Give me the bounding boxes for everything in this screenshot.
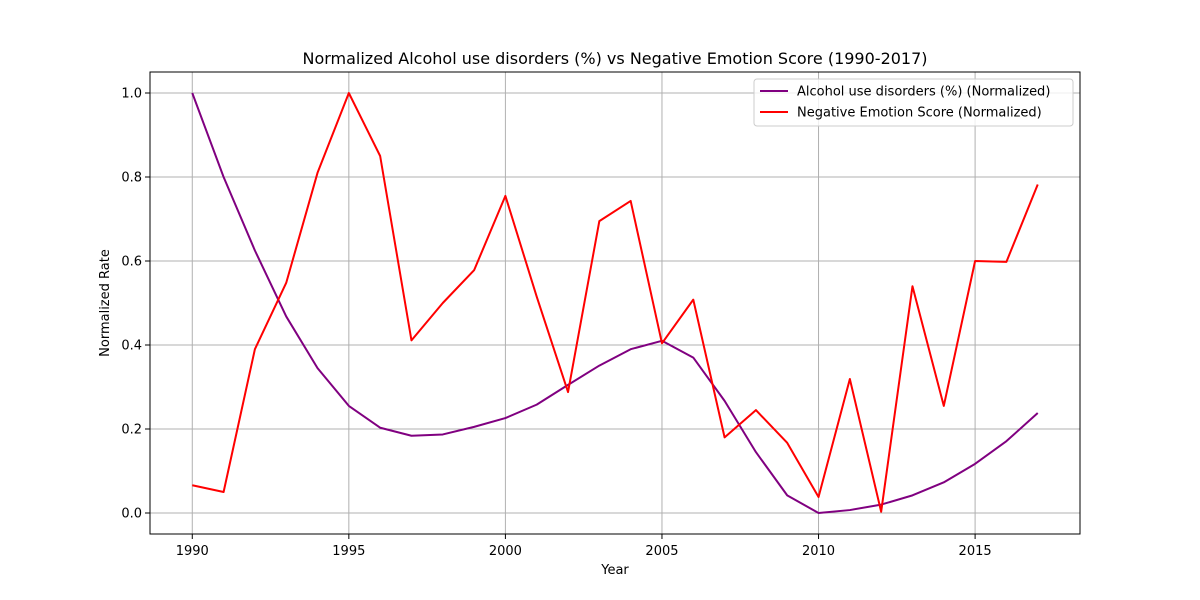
y-tick-label: 0.2 xyxy=(121,423,142,438)
legend-label-1: Alcohol use disorders (%) (Normalized) xyxy=(797,85,1050,100)
x-tick-label: 2015 xyxy=(959,544,992,559)
x-tick-label: 2000 xyxy=(489,544,522,559)
series-lines xyxy=(191,92,1039,514)
x-axis-label: Year xyxy=(600,563,629,578)
chart-title: Normalized Alcohol use disorders (%) vs … xyxy=(302,49,927,68)
x-tick-label: 2005 xyxy=(645,544,678,559)
legend: Alcohol use disorders (%) (Normalized) Ne… xyxy=(753,78,1074,127)
y-tick-label: 0.8 xyxy=(121,171,142,186)
y-axis-label: Normalized Rate xyxy=(98,249,113,357)
y-tick-label: 0.0 xyxy=(121,507,142,522)
y-tick-label: 0.6 xyxy=(121,255,142,270)
y-tick-label: 0.4 xyxy=(121,339,142,354)
y-tick-label: 1.0 xyxy=(121,87,142,102)
legend-label-2: Negative Emotion Score (Normalized) xyxy=(797,106,1042,121)
legend-box xyxy=(753,78,1074,127)
axis-ticks: 1990 1995 2000 2005 2010 2015 0.0 0.2 0.4 0.6 0.8 1… xyxy=(121,87,991,560)
grid-lines xyxy=(150,72,1080,534)
x-tick-label: 2010 xyxy=(802,544,835,559)
series-line-2 xyxy=(192,92,1039,513)
x-tick-label: 1990 xyxy=(176,544,209,559)
series-line-1 xyxy=(191,92,1039,514)
plot-area-frame xyxy=(149,71,1081,535)
x-tick-label: 1995 xyxy=(332,544,365,559)
